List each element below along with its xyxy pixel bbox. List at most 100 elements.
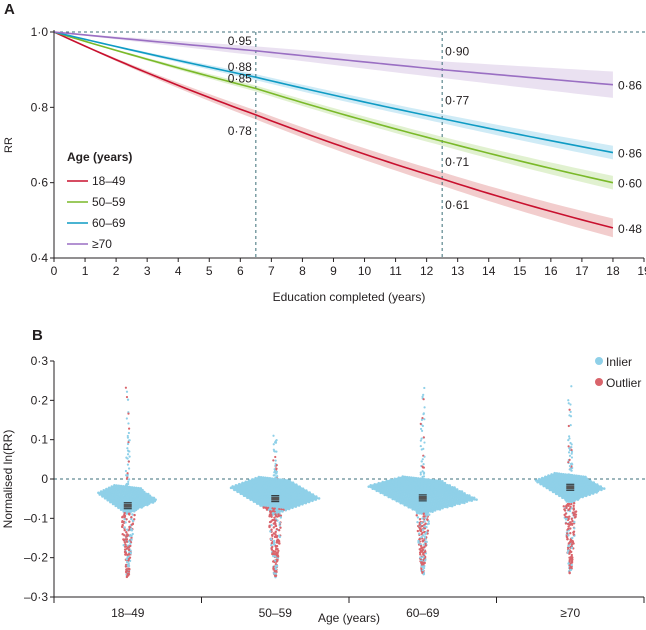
- tail-point: [572, 513, 576, 517]
- inlier-point: [420, 512, 423, 515]
- tail-point: [272, 522, 276, 525]
- legend-marker-outlier: [595, 378, 603, 386]
- tail-point: [423, 520, 426, 523]
- value-label: 0·86: [618, 79, 642, 93]
- x-tick-label: 0: [51, 264, 58, 278]
- tail-point: [565, 517, 568, 521]
- x-tick-label: 19: [637, 264, 646, 278]
- inlier-point: [569, 500, 573, 504]
- mean-marker: [271, 496, 280, 501]
- tail-point: [130, 529, 134, 532]
- value-label: 0·77: [445, 94, 469, 108]
- tail-point: [572, 530, 576, 533]
- x-axis-title: Education completed (years): [273, 290, 426, 304]
- tail-point: [130, 534, 133, 538]
- tail-point: [127, 567, 131, 571]
- x-tick-label: 4: [175, 264, 182, 278]
- tail-point: [121, 520, 124, 524]
- tail-point: [417, 541, 420, 544]
- tail-point: [563, 509, 567, 512]
- inlier-point: [383, 493, 387, 497]
- tail-point: [420, 556, 423, 559]
- x-tick-label: 60–69: [406, 606, 440, 620]
- tail-point: [417, 532, 421, 535]
- inlier-point: [539, 482, 542, 486]
- inlier-point: [418, 511, 421, 515]
- y-tick-label: –0·1: [24, 511, 48, 525]
- inlier-point: [600, 488, 603, 492]
- inlier-point: [297, 504, 301, 507]
- tail-point: [279, 516, 283, 519]
- inlier-point: [448, 504, 452, 508]
- tail-point: [274, 544, 277, 548]
- tail-point: [130, 538, 133, 541]
- tail-point: [125, 518, 128, 521]
- tail-point: [420, 535, 423, 539]
- tail-point: [571, 519, 574, 523]
- legend-label: ≥70: [92, 237, 112, 251]
- tail-point: [274, 567, 278, 571]
- inlier-point: [548, 488, 552, 492]
- tail-point: [419, 422, 422, 425]
- tail-point: [125, 477, 129, 480]
- inlier-point: [581, 495, 584, 499]
- inlier-point: [411, 507, 415, 511]
- tail-point: [420, 521, 423, 525]
- tail-point: [126, 398, 130, 401]
- tail-point: [130, 515, 133, 519]
- inlier-point: [456, 502, 459, 505]
- tail-point: [121, 532, 124, 536]
- tail-point: [569, 462, 573, 466]
- inlier-point: [109, 500, 112, 504]
- inlier-point: [103, 497, 107, 500]
- inlier-point: [229, 486, 233, 490]
- tail-point: [133, 513, 136, 517]
- tail-point: [424, 522, 427, 525]
- tail-point: [420, 429, 424, 432]
- x-tick-label: 9: [330, 264, 337, 278]
- tail-point: [424, 517, 427, 520]
- inlier-point: [132, 509, 136, 513]
- tail-point: [269, 530, 272, 533]
- inlier-point: [294, 505, 298, 508]
- tail-point: [574, 510, 578, 513]
- tail-point: [423, 406, 426, 409]
- y-tick-label: –0·3: [24, 590, 48, 604]
- legend-label: Inlier: [606, 355, 632, 369]
- tail-point: [567, 424, 570, 428]
- inlier-point: [588, 493, 591, 496]
- tail-point: [125, 547, 129, 550]
- x-axis-title: Age (years): [318, 611, 380, 625]
- tail-point: [567, 473, 570, 477]
- tail-point: [274, 574, 277, 578]
- tail-point: [279, 526, 282, 529]
- inlier-point: [465, 500, 469, 503]
- x-tick-label: 1: [82, 264, 89, 278]
- outlier-point: [422, 512, 426, 516]
- tail-point: [572, 502, 576, 505]
- tail-point: [423, 535, 427, 539]
- tail-point: [415, 514, 418, 517]
- tail-point: [273, 572, 276, 575]
- tail-point: [423, 525, 427, 528]
- tail-point: [416, 520, 419, 524]
- tail-point: [419, 544, 423, 548]
- inlier-point: [534, 479, 538, 482]
- tail-point: [564, 522, 568, 525]
- tail-point: [419, 529, 423, 533]
- y-tick-label: 0: [41, 472, 48, 486]
- tail-point: [275, 467, 278, 470]
- tail-point: [126, 442, 130, 446]
- tail-point: [571, 556, 574, 559]
- tail-point: [425, 514, 428, 517]
- tail-point: [269, 537, 273, 541]
- tail-point: [564, 515, 567, 519]
- tail-point: [124, 521, 127, 524]
- tail-point: [131, 519, 135, 523]
- inlier-point: [369, 485, 373, 489]
- tail-point: [572, 504, 575, 508]
- outlier-point: [265, 508, 269, 511]
- tail-point: [574, 515, 577, 519]
- tail-point: [125, 390, 129, 393]
- line-18–49: [53, 31, 614, 229]
